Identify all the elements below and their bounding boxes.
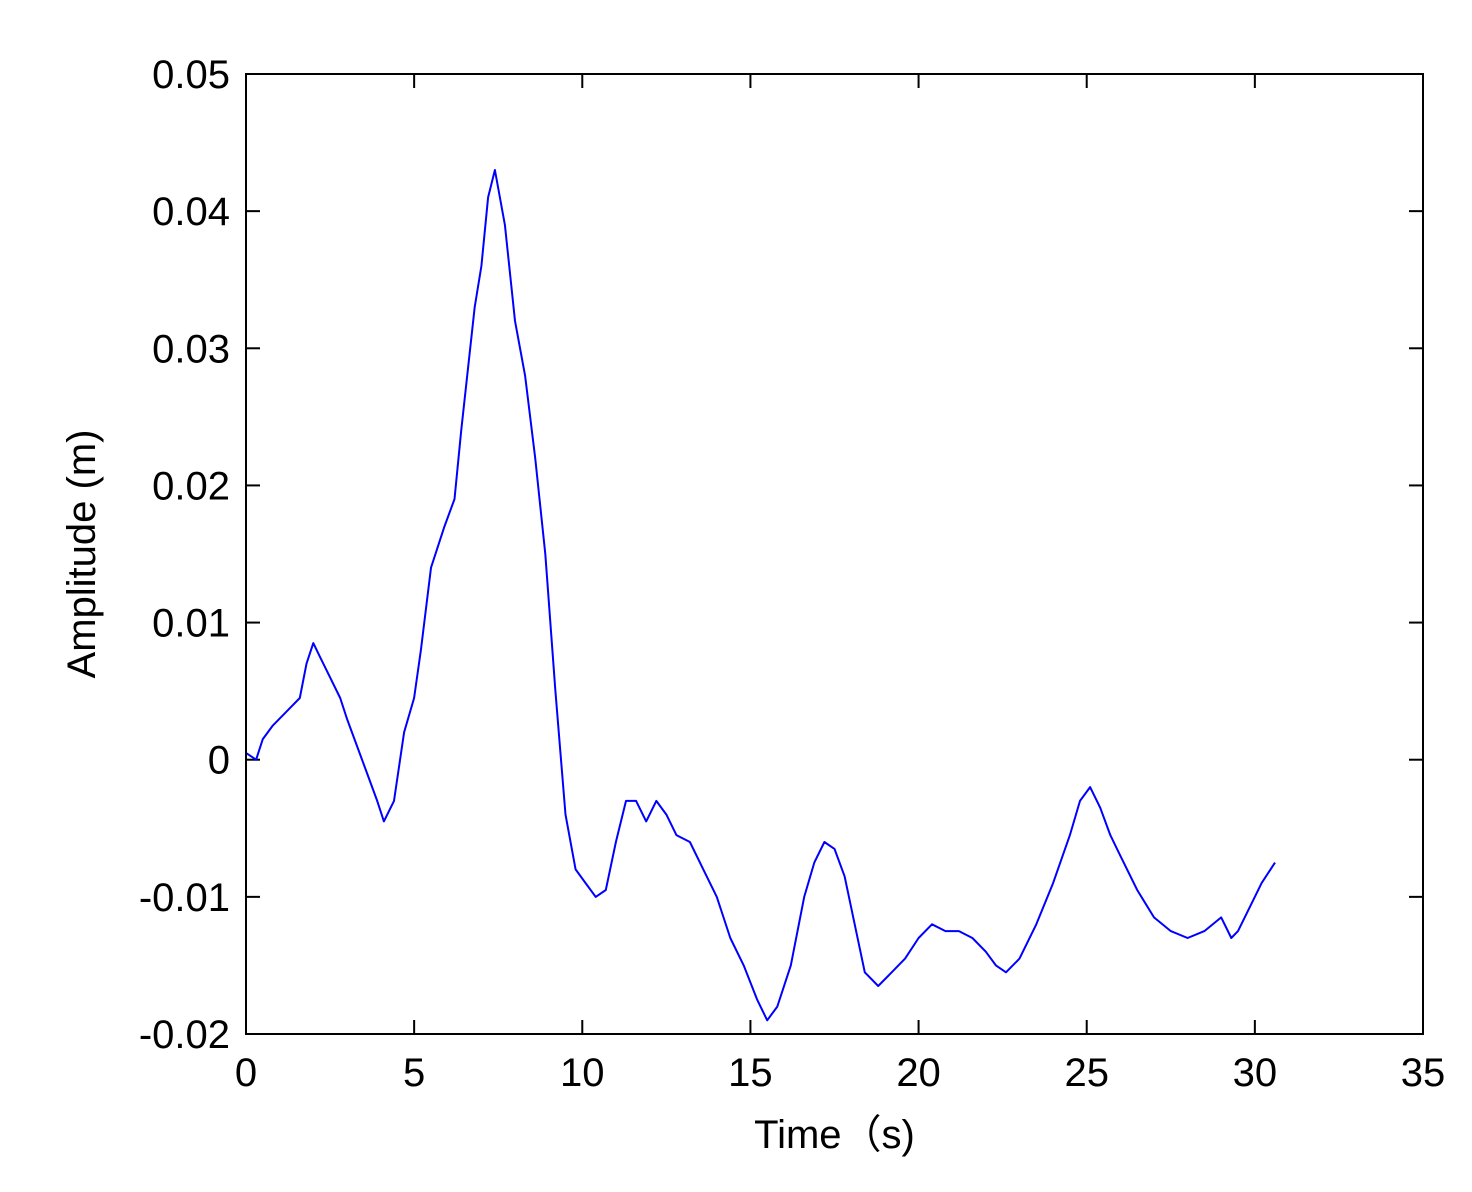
x-tick-label: 35 <box>1401 1051 1446 1095</box>
x-tick-label: 20 <box>896 1051 941 1095</box>
y-tick-label: 0.05 <box>152 53 230 97</box>
y-tick-label: 0.02 <box>152 464 230 508</box>
y-tick-label: 0.03 <box>152 327 230 371</box>
series-layer <box>245 169 1276 1022</box>
x-tick-label: 10 <box>560 1051 605 1095</box>
series-line <box>245 169 1276 1022</box>
x-tick-label: 0 <box>235 1051 257 1095</box>
x-tick-label: 30 <box>1233 1051 1278 1095</box>
y-tick-label: 0.01 <box>152 602 230 646</box>
x-tick-label: 5 <box>403 1051 425 1095</box>
y-axis-label: Amplitude (m) <box>60 430 104 679</box>
y-axis-ticks: -0.02 -0.01 0 0.01 0.02 0.03 0.04 0.05 <box>139 53 1423 1057</box>
y-tick-label: -0.01 <box>139 876 230 920</box>
x-axis-label: Time（s) <box>754 1113 915 1157</box>
y-tick-label: -0.02 <box>139 1013 230 1057</box>
x-tick-label: 15 <box>728 1051 773 1095</box>
x-tick-label: 25 <box>1064 1051 1109 1095</box>
plot-frame <box>245 73 1424 1035</box>
y-tick-label: 0.04 <box>152 190 230 234</box>
y-tick-label: 0 <box>208 739 230 783</box>
